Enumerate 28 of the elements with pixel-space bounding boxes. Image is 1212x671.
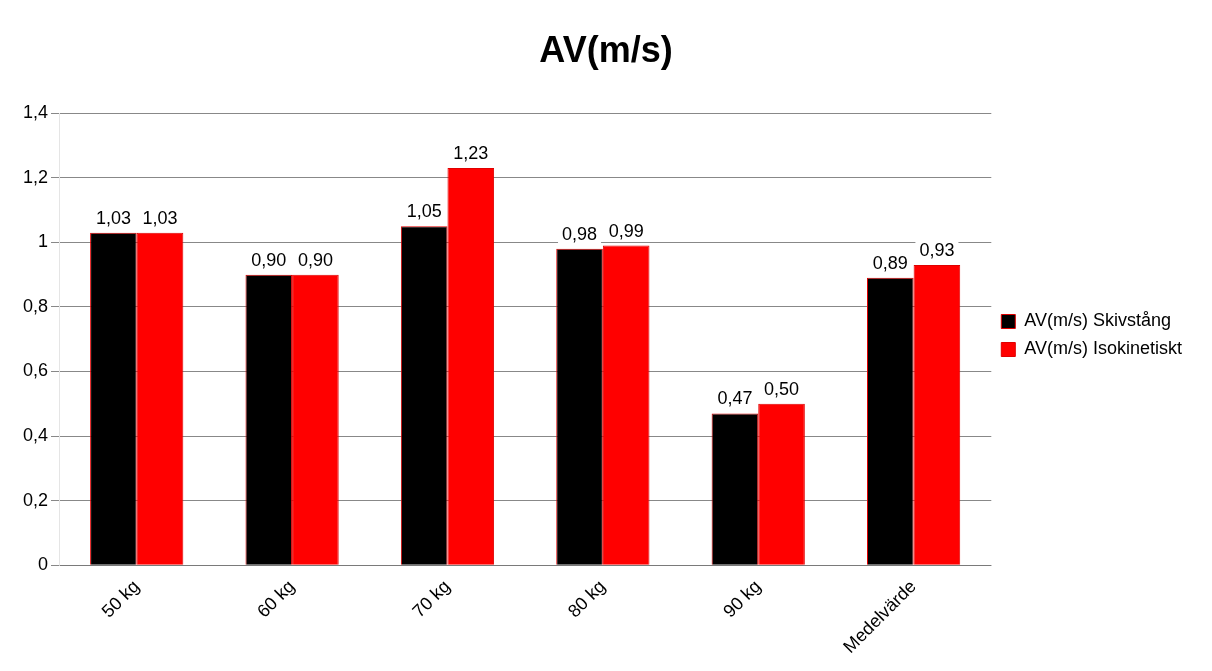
data-label: 0,93	[919, 239, 955, 260]
data-label: 0,89	[872, 252, 908, 273]
x-tick-label: 80 kg	[563, 576, 610, 622]
y-tick-label: 0,8	[22, 295, 49, 316]
y-tick-label: 0,6	[22, 360, 49, 381]
data-label: 0,90	[297, 249, 333, 270]
data-label: 0,99	[608, 220, 644, 241]
legend-label: AV(m/s) Isokinetiskt	[1024, 338, 1183, 359]
x-tick-label: 70 kg	[408, 576, 454, 622]
data-label: 1,05	[406, 201, 442, 222]
y-tick-label: 1,2	[22, 166, 49, 187]
data-label: 0,50	[764, 378, 800, 399]
x-tick-label: 60 kg	[253, 576, 299, 622]
data-label: 0,90	[251, 249, 287, 270]
data-label: 1,23	[453, 143, 489, 164]
chart-title: AV(m/s)	[539, 28, 673, 70]
legend-label: AV(m/s) Skivstång	[1024, 310, 1172, 331]
y-tick-label: 0,4	[22, 425, 49, 446]
y-tick-label: 0,2	[22, 489, 49, 510]
y-tick-label: 1,4	[22, 102, 49, 123]
y-tick-label: 1	[38, 231, 49, 252]
data-label: 1,03	[95, 207, 131, 228]
data-label: 0,98	[562, 223, 598, 244]
data-label: 1,03	[142, 207, 178, 228]
x-tick-label: 50 kg	[97, 576, 144, 622]
x-tick-label: 90 kg	[719, 576, 765, 622]
y-tick-label: 0	[38, 554, 49, 575]
data-label: 0,47	[717, 388, 753, 409]
